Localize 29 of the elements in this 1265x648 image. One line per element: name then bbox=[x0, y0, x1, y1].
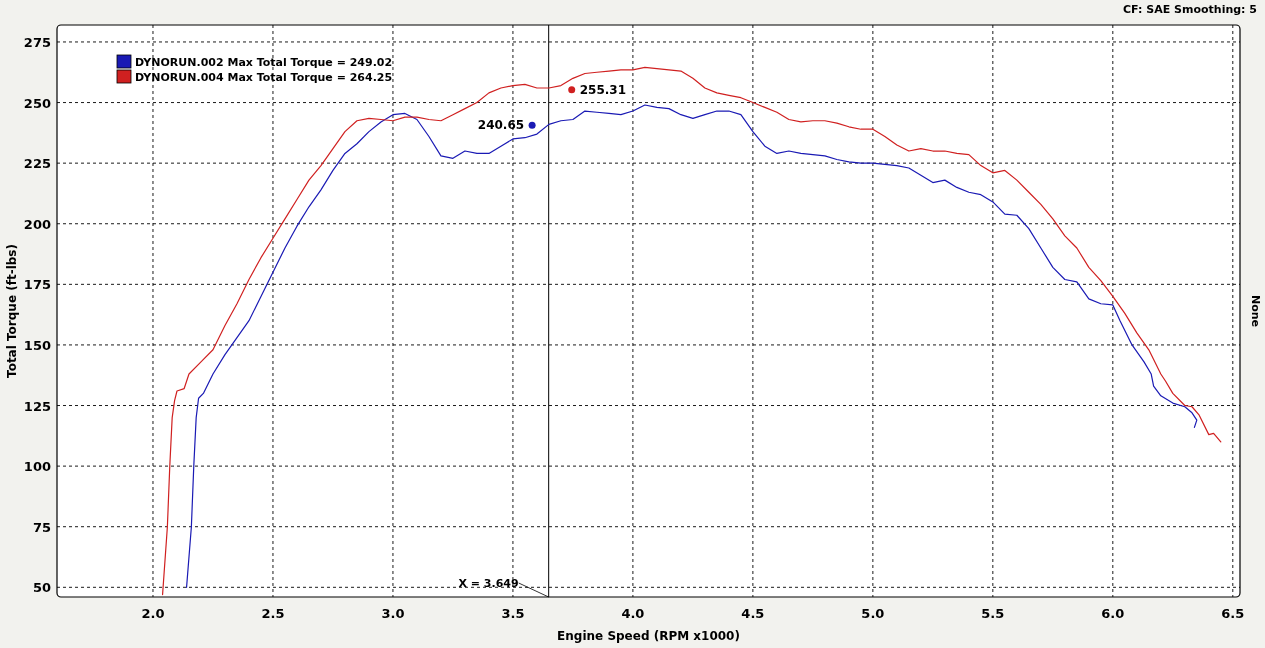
x-tick-label: 3.0 bbox=[381, 606, 405, 621]
annotation: 255.31 bbox=[579, 82, 627, 97]
x-tick-label: 2.5 bbox=[261, 606, 285, 621]
annotation: 240.65 bbox=[477, 118, 525, 133]
x-tick-label: 6.5 bbox=[1221, 606, 1245, 621]
y-tick-label: 250 bbox=[23, 95, 51, 111]
y2-axis-title: None bbox=[1249, 294, 1262, 328]
y-tick-label: 175 bbox=[23, 277, 51, 293]
y-tick-label: 275 bbox=[23, 34, 51, 50]
y-tick-label: 100 bbox=[23, 459, 51, 475]
y-tick-label: 200 bbox=[23, 216, 51, 232]
y-tick-label: 75 bbox=[32, 519, 51, 535]
x-tick-label: 4.0 bbox=[621, 606, 645, 621]
x-tick-label: 5.5 bbox=[981, 606, 1005, 621]
y-axis-title: Total Torque (ft-lbs) bbox=[5, 244, 19, 378]
y-tick-label: 225 bbox=[23, 156, 51, 172]
y-tick-label: 150 bbox=[23, 337, 51, 353]
x-axis-title: Engine Speed (RPM x1000) bbox=[557, 629, 740, 643]
y-tick-label: 125 bbox=[23, 398, 51, 414]
x-tick-label: 6.0 bbox=[1101, 606, 1125, 621]
legend-label: DYNORUN.002 Max Total Torque = 249.02 bbox=[135, 56, 393, 69]
legend-label: DYNORUN.004 Max Total Torque = 264.25 bbox=[135, 71, 393, 84]
y-tick-label: 50 bbox=[32, 580, 51, 596]
x-tick-label: 5.0 bbox=[861, 606, 885, 621]
text: CF: SAE Smoothing: 5 bbox=[1123, 3, 1257, 16]
ref-line-label: X = 3.649 bbox=[458, 577, 519, 590]
x-tick-label: 4.5 bbox=[741, 606, 765, 621]
x-tick-label: 2.0 bbox=[141, 606, 165, 621]
x-tick-label: 3.5 bbox=[501, 606, 525, 621]
